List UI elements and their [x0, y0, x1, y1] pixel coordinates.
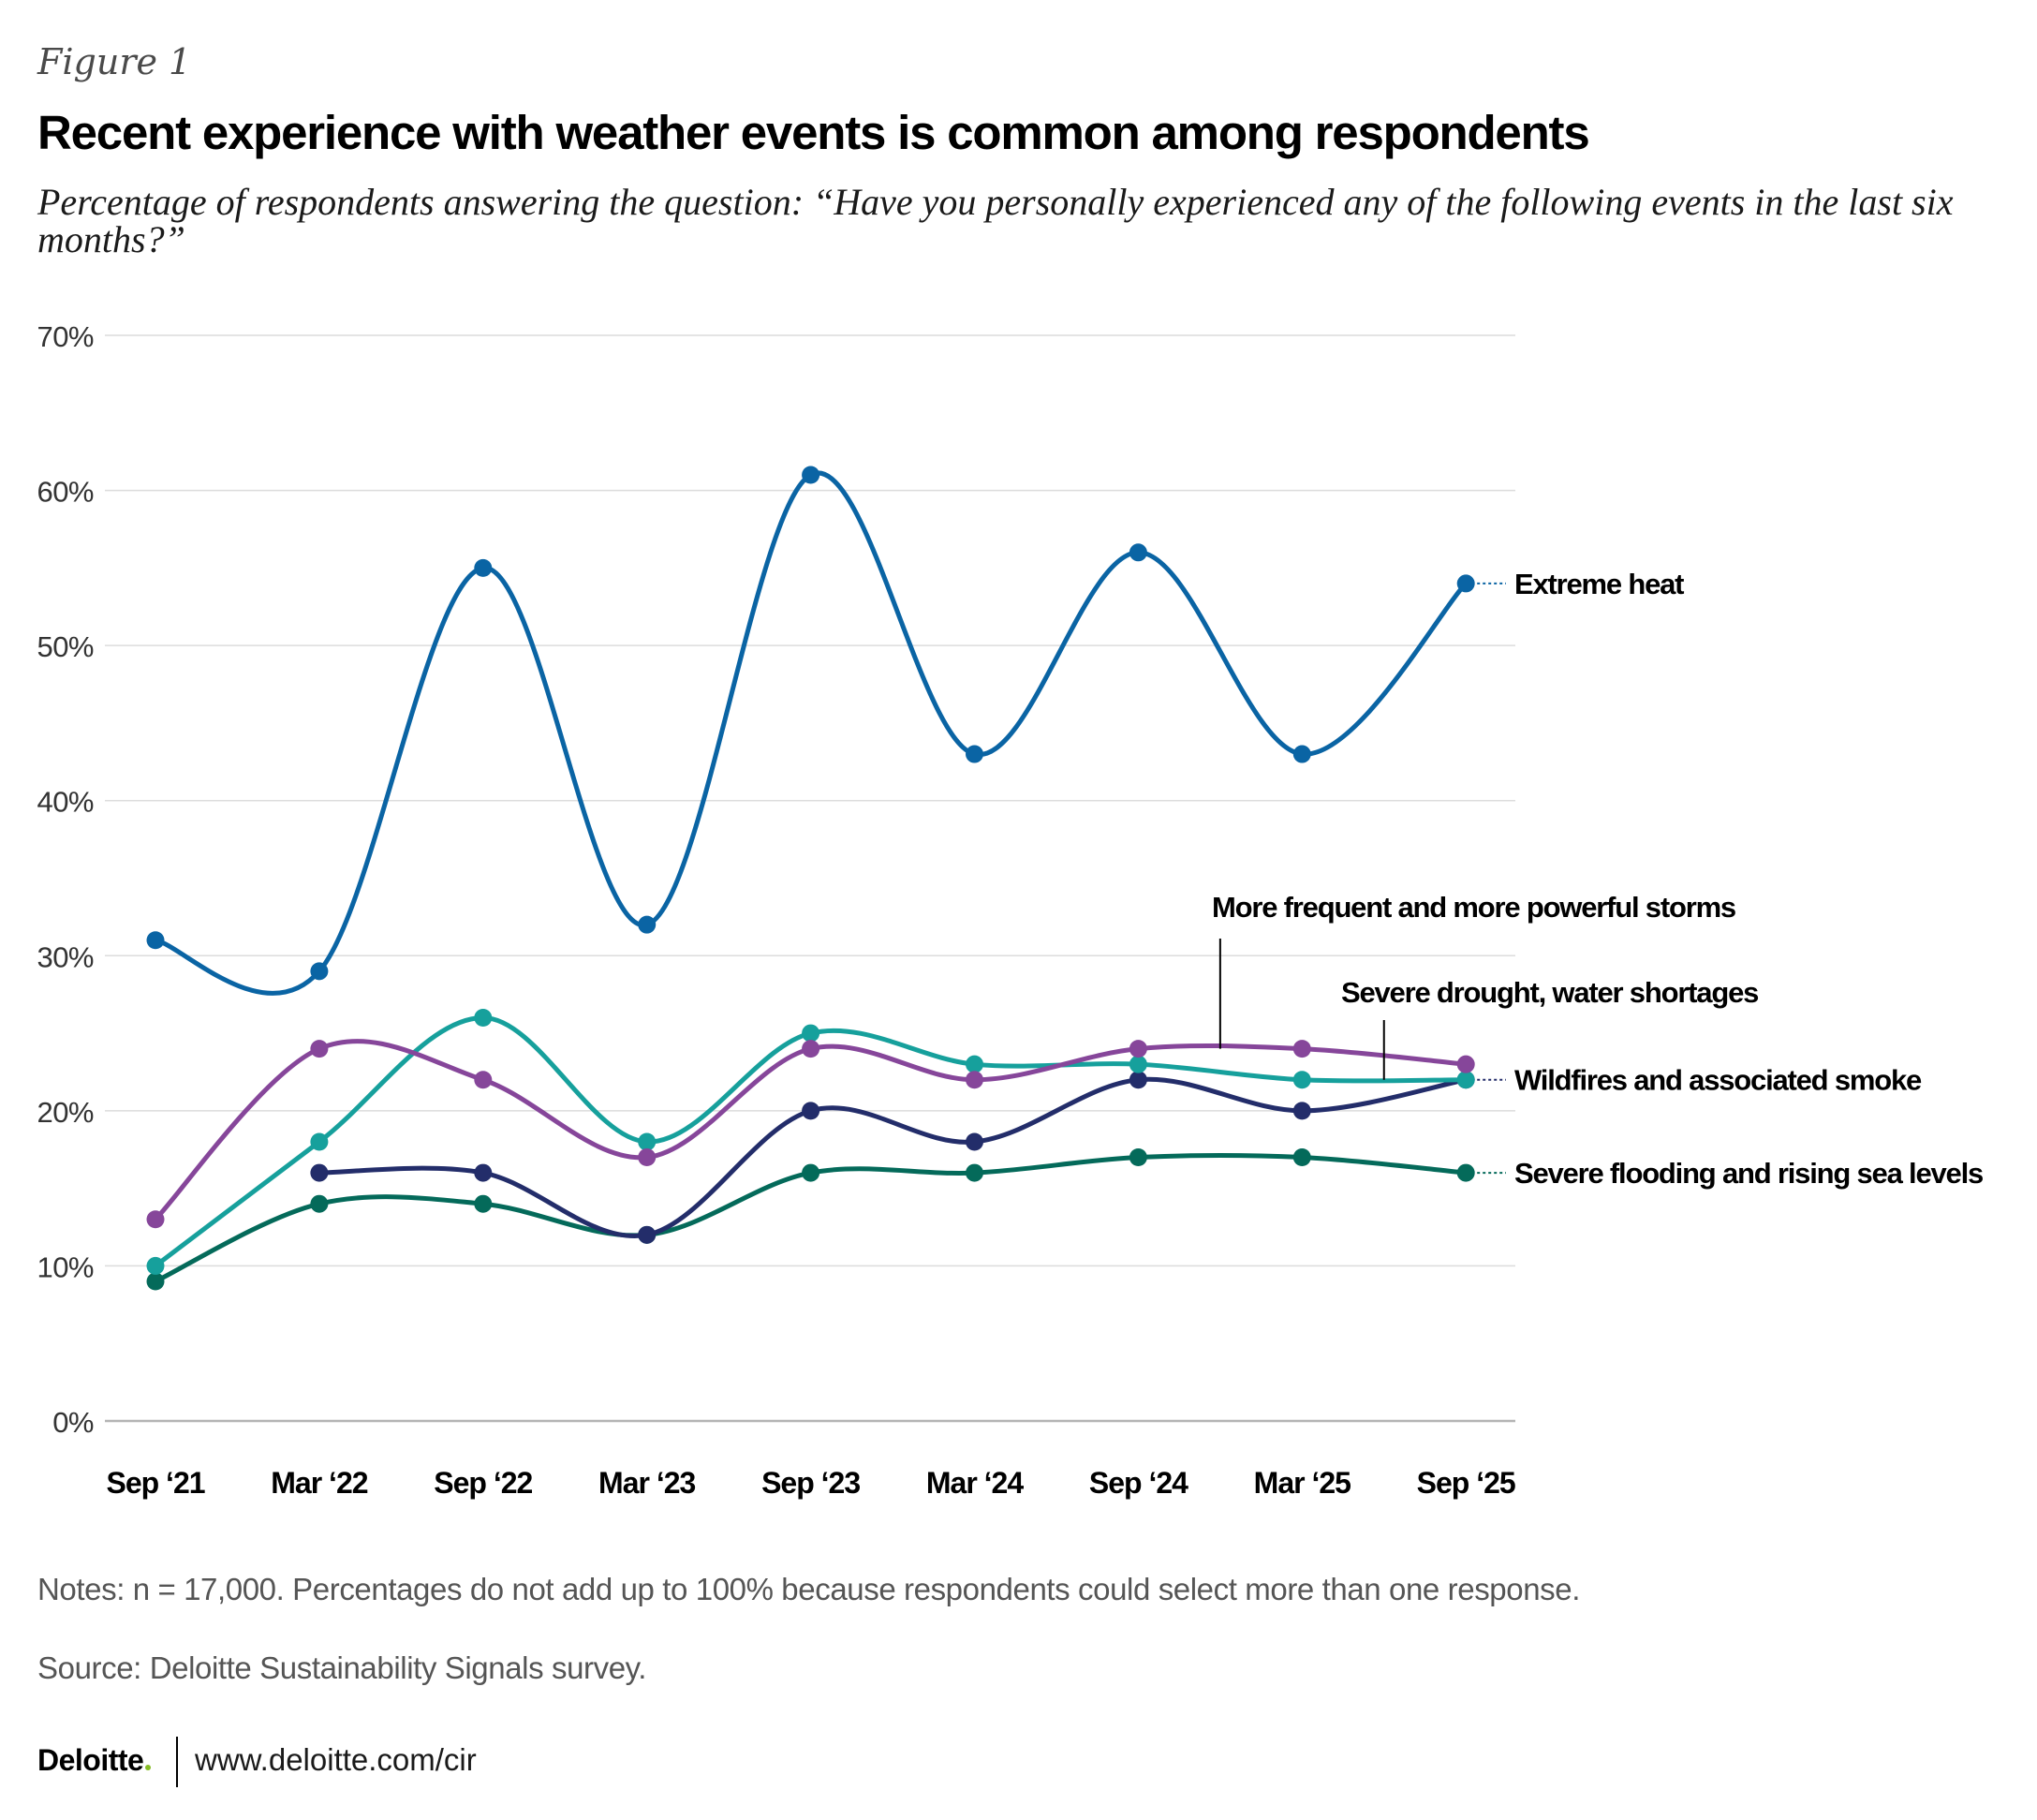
x-axis-tick-labels: Sep ‘21 Mar ‘22 Sep ‘22 Mar ‘23 Sep ‘23 Mar ‘… [106, 1466, 1515, 1500]
data-point [802, 1040, 820, 1058]
data-point [474, 558, 493, 577]
data-point [966, 1132, 983, 1151]
data-point [146, 1210, 165, 1229]
data-point [146, 1272, 165, 1291]
y-tick-label: 50% [37, 630, 94, 663]
x-tick-label: Sep ‘22 [434, 1466, 532, 1500]
logo-green-dot [145, 1765, 152, 1770]
data-point [474, 1194, 493, 1213]
y-axis-tick-labels: 0% 10% 20% 30% 40% 50% 60% 70% [37, 320, 94, 1439]
data-point [1456, 1163, 1475, 1182]
data-point [310, 1132, 329, 1151]
data-point [1292, 1148, 1311, 1167]
x-tick-label: Mar ‘24 [926, 1466, 1024, 1500]
x-tick-label: Mar ‘22 [271, 1466, 367, 1500]
series-storms [146, 1039, 1475, 1229]
line-chart: 0%10%20%30%40%50%60%70% Sep ‘21 Mar ‘22 Se… [37, 320, 1984, 1500]
y-tick-label: 40% [37, 786, 94, 819]
data-point [1456, 1071, 1475, 1089]
data-point [1292, 1040, 1311, 1058]
label-extreme-heat: Extreme heat [1514, 568, 1684, 600]
data-point [310, 962, 329, 981]
series-line [153, 470, 1469, 996]
series-line [317, 1076, 1469, 1239]
footer-url: www.deloitte.com/cir [195, 1742, 477, 1777]
data-point [638, 1148, 657, 1167]
data-point [1292, 1071, 1311, 1089]
data-point [966, 1071, 983, 1089]
series-extreme-heat [146, 466, 1475, 996]
y-tick-label: 70% [37, 320, 94, 353]
data-point [638, 915, 657, 934]
y-tick-label: 10% [37, 1250, 94, 1283]
series-flooding [146, 1148, 1475, 1291]
label-storms: More frequent and more powerful storms [1212, 891, 1735, 924]
x-tick-label: Sep ‘21 [106, 1466, 204, 1500]
chart-source: Source: Deloitte Sustainability Signals … [37, 1650, 647, 1685]
data-point [966, 745, 983, 763]
deloitte-logo: Deloitte [37, 1743, 152, 1778]
y-tick-label: 0% [52, 1406, 94, 1439]
data-point [1129, 1055, 1147, 1073]
logo-text: Deloitte [37, 1743, 144, 1777]
data-point [1456, 1055, 1475, 1073]
label-wildfires: Wildfires and associated smoke [1514, 1064, 1922, 1097]
x-tick-label: Sep ‘24 [1089, 1466, 1188, 1500]
data-point [966, 1055, 983, 1073]
figure-label: Figure 1 [37, 41, 192, 82]
data-point [310, 1194, 329, 1213]
data-point [1129, 543, 1147, 562]
data-point [1456, 574, 1475, 593]
y-tick-label: 30% [37, 940, 94, 973]
label-flooding: Severe flooding and rising sea levels [1514, 1157, 1983, 1190]
x-tick-label: Sep ‘25 [1417, 1466, 1515, 1500]
data-point [802, 1102, 820, 1120]
data-point [638, 1132, 657, 1151]
gridlines [105, 334, 1515, 1423]
data-point [474, 1009, 493, 1028]
label-drought: Severe drought, water shortages [1341, 976, 1758, 1009]
data-point [474, 1071, 493, 1089]
data-point [802, 1163, 820, 1182]
data-point [638, 1225, 657, 1244]
x-tick-label: Sep ‘23 [761, 1466, 860, 1500]
data-point [1129, 1071, 1147, 1089]
y-tick-label: 60% [37, 476, 94, 509]
data-point [1129, 1148, 1147, 1167]
data-point [146, 931, 165, 950]
footer-divider [176, 1737, 178, 1787]
y-tick-label: 20% [37, 1096, 94, 1129]
data-point [802, 1024, 820, 1043]
data-point [1292, 1102, 1311, 1120]
series-lines [146, 466, 1475, 1291]
data-point [310, 1040, 329, 1058]
x-tick-label: Mar ‘23 [598, 1466, 695, 1500]
data-point [1292, 745, 1311, 763]
x-tick-label: Mar ‘25 [1254, 1466, 1351, 1500]
series-line [153, 1015, 1469, 1268]
series-labels: Extreme heat Wildfires and associated smo… [1212, 568, 1984, 1190]
data-point [474, 1163, 493, 1182]
chart-subtitle: Percentage of respondents answering the … [37, 181, 1954, 260]
data-point [310, 1163, 329, 1182]
data-point [146, 1256, 165, 1275]
chart-notes: Notes: n = 17,000. Percentages do not ad… [37, 1572, 1580, 1606]
series-line [153, 1039, 1469, 1222]
data-point [966, 1163, 983, 1182]
series-drought [146, 1009, 1475, 1275]
data-point [1129, 1040, 1147, 1058]
data-point [802, 466, 820, 484]
chart-title: Recent experience with weather events is… [37, 106, 1590, 159]
